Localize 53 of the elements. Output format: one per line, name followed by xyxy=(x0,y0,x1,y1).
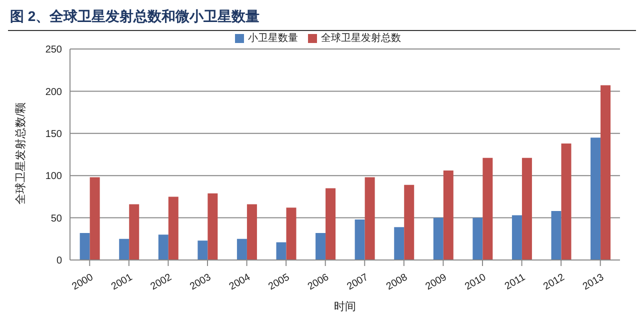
y-tick-label: 100 xyxy=(45,171,62,182)
bar xyxy=(512,215,522,260)
bar xyxy=(522,158,532,260)
bar xyxy=(394,227,404,260)
bar xyxy=(482,158,493,260)
bar xyxy=(286,208,296,260)
bar xyxy=(119,238,130,260)
y-tick-label: 0 xyxy=(56,256,62,267)
chart-title: 图 2、全球卫星发射总数和微小卫星数量 xyxy=(8,8,636,31)
bar xyxy=(236,238,247,260)
x-tick-label: 2013 xyxy=(581,272,606,293)
x-tick-label: 2003 xyxy=(188,272,214,293)
bar xyxy=(354,219,365,260)
x-tick-label: 2006 xyxy=(306,272,332,293)
bar xyxy=(364,177,375,260)
legend-label: 小卫星数量 xyxy=(248,33,298,44)
y-tick-label: 200 xyxy=(45,86,62,98)
bar xyxy=(316,232,326,260)
bar xyxy=(276,242,286,260)
bar xyxy=(600,85,611,260)
bar xyxy=(433,218,444,260)
x-tick-label: 2010 xyxy=(463,272,488,293)
y-tick-label: 50 xyxy=(50,213,62,224)
bar xyxy=(168,196,178,260)
bar xyxy=(129,204,140,260)
bar xyxy=(90,177,100,260)
bar xyxy=(551,211,562,260)
legend-label: 全球卫星发射总数 xyxy=(321,33,401,44)
bar xyxy=(208,193,218,260)
x-tick-label: 2000 xyxy=(70,272,96,293)
bar xyxy=(326,188,336,260)
x-tick-label: 2008 xyxy=(384,272,410,293)
bar xyxy=(404,184,414,260)
x-tick-label: 2009 xyxy=(424,272,450,293)
bar xyxy=(198,240,208,260)
bar xyxy=(590,138,601,260)
x-axis-title: 时间 xyxy=(334,300,356,313)
y-tick-label: 250 xyxy=(45,44,62,56)
bar xyxy=(80,232,90,260)
x-tick-label: 2007 xyxy=(345,272,371,293)
bar xyxy=(158,234,168,260)
x-tick-label: 2005 xyxy=(266,272,292,293)
bar xyxy=(472,218,483,260)
bar xyxy=(443,170,454,260)
x-tick-label: 2011 xyxy=(503,272,528,292)
x-tick-label: 2001 xyxy=(110,272,135,293)
x-tick-label: 2004 xyxy=(228,272,253,293)
bar xyxy=(561,144,572,260)
bar xyxy=(246,204,257,260)
x-tick-label: 2002 xyxy=(148,272,174,293)
y-axis-title: 全球卫星发射总数/颗 xyxy=(14,102,27,204)
y-tick-label: 150 xyxy=(45,128,62,140)
x-tick-label: 2012 xyxy=(542,272,567,293)
